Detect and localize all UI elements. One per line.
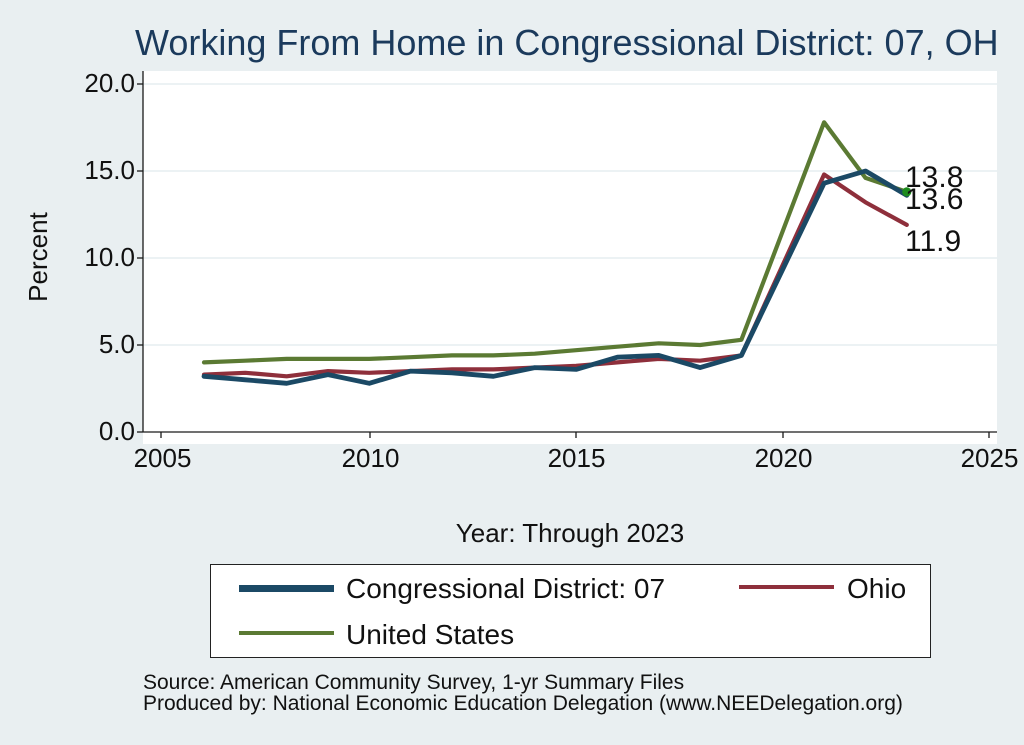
svg-text:11.9: 11.9	[905, 225, 961, 258]
svg-text:13.6: 13.6	[905, 183, 963, 216]
